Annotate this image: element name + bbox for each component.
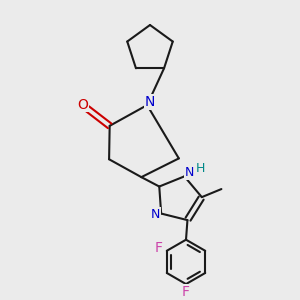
Text: N: N xyxy=(185,166,194,179)
Text: N: N xyxy=(151,208,160,221)
Text: F: F xyxy=(181,285,189,299)
Text: O: O xyxy=(77,98,88,112)
Text: N: N xyxy=(145,95,155,109)
Text: F: F xyxy=(154,242,162,256)
Text: H: H xyxy=(195,162,205,175)
